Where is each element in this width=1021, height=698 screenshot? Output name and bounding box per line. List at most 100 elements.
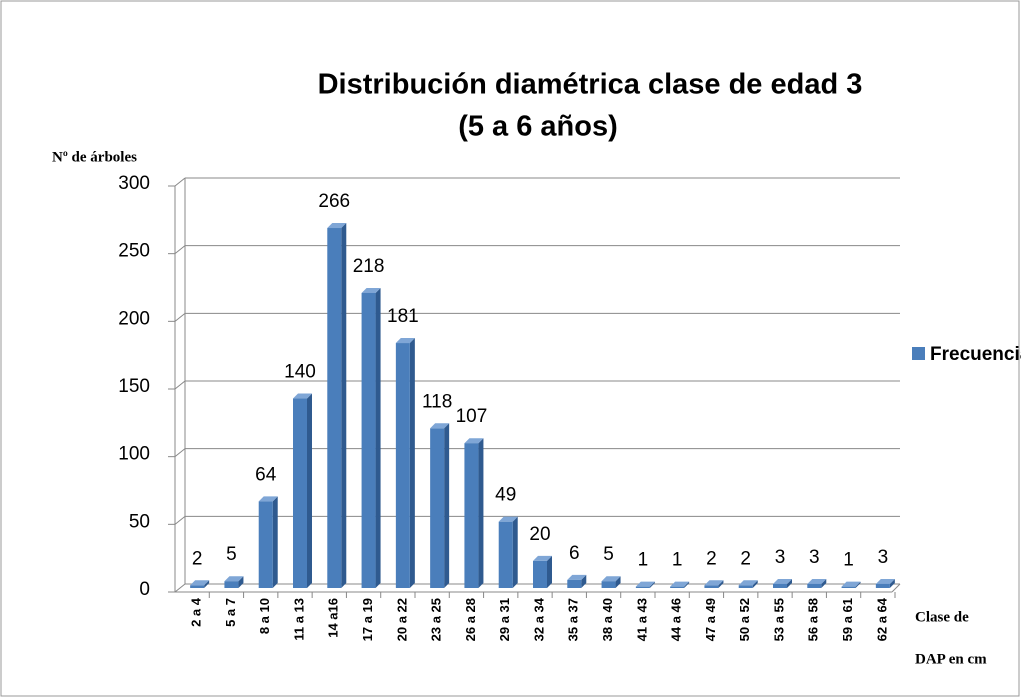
chart-title: Distribución diamétrica clase de edad 3 <box>318 69 863 101</box>
bar-side <box>409 338 415 588</box>
x-tick-label: 2 a 4 <box>189 597 204 627</box>
x-tick-label: 35 a 37 <box>566 598 581 641</box>
bar-side <box>889 578 895 588</box>
x-tick-label: 62 a 64 <box>874 597 889 641</box>
bar-top <box>635 581 655 587</box>
grid-diagonal <box>174 312 186 322</box>
bar-top <box>258 496 278 502</box>
data-label: 1 <box>672 550 683 571</box>
data-label: 1 <box>843 550 854 571</box>
data-label: 218 <box>353 256 385 277</box>
bar <box>224 581 239 588</box>
data-label: 181 <box>387 306 419 327</box>
x-tick-label: 5 a 7 <box>223 598 238 627</box>
bar <box>430 428 445 588</box>
data-label: 140 <box>284 362 316 383</box>
x-tick-label: 20 a 22 <box>394 598 409 641</box>
bar-side <box>547 555 552 588</box>
bar <box>395 343 410 588</box>
data-label: 2 <box>192 548 203 569</box>
bar-top <box>464 438 484 444</box>
bar-side <box>615 576 621 588</box>
data-label: 3 <box>878 547 889 568</box>
x-tick-label: 56 a 58 <box>806 598 821 641</box>
grid-diagonal <box>174 380 186 390</box>
bar <box>601 581 616 588</box>
x-tick-label: 47 a 49 <box>703 598 718 641</box>
bar-side <box>855 581 861 588</box>
grid-diagonal <box>174 583 186 593</box>
bar-top <box>293 393 312 399</box>
bar-side <box>512 516 518 588</box>
bar <box>738 585 753 588</box>
bar <box>498 521 513 588</box>
y-tick-label: 100 <box>118 444 150 465</box>
bar-side <box>272 496 278 588</box>
grid-diagonal <box>174 245 186 255</box>
bar <box>567 579 582 588</box>
bar <box>807 583 822 588</box>
x-tick-label: 29 a 31 <box>497 598 512 641</box>
x-tick-label: 26 a 28 <box>463 598 478 641</box>
x-tick-label: 59 a 61 <box>840 598 855 641</box>
data-label: 20 <box>529 524 550 545</box>
x-tick-label: 44 a 46 <box>669 598 684 641</box>
bar-side <box>478 438 484 588</box>
bar-side <box>821 578 827 588</box>
bar-top <box>875 578 895 584</box>
data-label: 2 <box>740 548 751 569</box>
bar-top <box>224 576 244 582</box>
bar <box>190 585 205 588</box>
bar <box>533 560 547 588</box>
bar <box>258 501 273 588</box>
chart-subtitle: (5 a 6 años) <box>458 111 618 143</box>
bar-top <box>533 555 552 561</box>
bar-top <box>670 581 690 587</box>
bar-side <box>307 393 312 588</box>
bar-top <box>807 578 827 584</box>
data-label: 3 <box>809 547 820 568</box>
bar-side <box>341 223 347 588</box>
x-tick-label: 41 a 43 <box>634 598 649 641</box>
x-tick-label: 38 a 40 <box>600 598 615 641</box>
x-tick-label: 8 a 10 <box>257 598 272 634</box>
bar <box>773 583 787 588</box>
bar-top <box>704 580 724 586</box>
bar-side <box>204 580 210 588</box>
bar <box>327 228 342 588</box>
data-label: 64 <box>255 464 277 485</box>
bar-top <box>841 581 861 587</box>
legend-swatch <box>912 347 925 360</box>
grid-diagonal <box>174 515 186 525</box>
bar-top <box>498 516 518 522</box>
grid-diagonal <box>174 448 186 458</box>
x-tick-label: 32 a 34 <box>531 597 546 641</box>
data-label: 6 <box>569 543 580 564</box>
x-tick-label: 14 a16 <box>326 598 341 638</box>
bar-side <box>649 581 655 588</box>
grid-diagonal <box>174 177 186 187</box>
y-tick-label: 250 <box>118 241 150 262</box>
y-tick-label: 0 <box>139 579 150 600</box>
bar-side <box>752 580 758 588</box>
bar-side <box>238 576 244 588</box>
bar <box>464 443 479 588</box>
data-label: 5 <box>226 544 237 565</box>
y-tick-label: 150 <box>118 376 150 397</box>
x-tick-label: 50 a 52 <box>737 598 752 641</box>
bar-top <box>773 578 792 584</box>
bar-top <box>361 287 381 293</box>
bar <box>293 398 307 588</box>
bar-top <box>190 580 210 586</box>
x-axis-label: Clase de <box>915 609 969 625</box>
bar-top <box>567 574 587 580</box>
bar <box>841 586 856 588</box>
bar-side <box>581 574 587 588</box>
bar-top <box>601 576 621 582</box>
bar <box>635 586 650 588</box>
data-label: 266 <box>318 191 350 212</box>
bar <box>670 586 685 588</box>
data-label: 1 <box>638 550 649 571</box>
y-tick-label: 300 <box>118 173 150 194</box>
